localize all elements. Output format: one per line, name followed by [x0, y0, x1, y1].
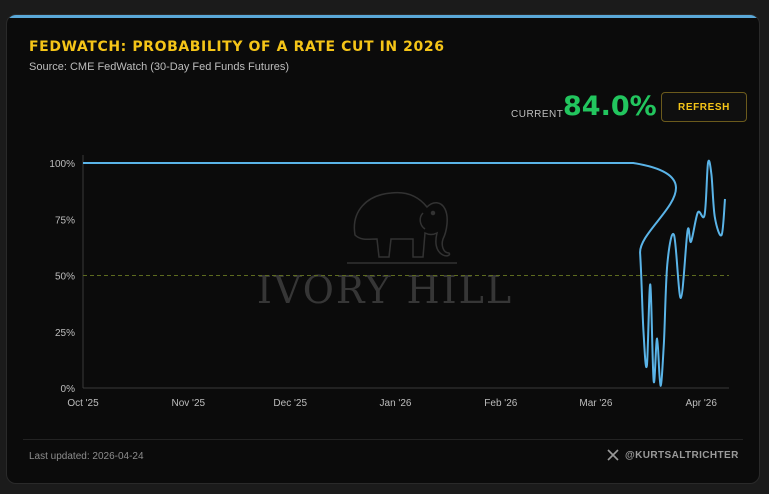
- social-handle: @KURTSALTRICHTER: [625, 449, 739, 461]
- current-label: CURRENT: [511, 109, 564, 120]
- y-tick-label: 100%: [49, 159, 75, 170]
- y-tick-label: 75%: [55, 215, 75, 226]
- x-tick-label: Nov '25: [172, 398, 206, 409]
- refresh-button[interactable]: REFRESH: [661, 92, 747, 122]
- social-handle-link[interactable]: @KURTSALTRICHTER: [607, 449, 739, 461]
- last-updated: Last updated: 2026-04-24: [29, 451, 144, 462]
- current-value: 84.0%: [563, 91, 657, 122]
- chart-title: FEDWATCH: PROBABILITY OF A RATE CUT IN 2…: [29, 39, 445, 55]
- y-tick-label: 0%: [61, 384, 76, 395]
- accent-bar: [7, 15, 759, 18]
- watermark: IVORY HILL: [257, 191, 513, 312]
- x-tick-label: Mar '26: [579, 398, 612, 409]
- watermark-text: IVORY HILL: [257, 268, 513, 312]
- elephant-icon: [347, 191, 457, 264]
- plot-area: 0% 25% 50% 75% 100% Oct '25 Nov '25 Dec '25 Jan …: [49, 155, 729, 409]
- footer-divider: [23, 439, 743, 440]
- series-line: [83, 159, 726, 387]
- x-tick-label: Jan '26: [380, 398, 412, 409]
- y-tick-label: 25%: [55, 328, 75, 339]
- x-tick-label: Oct '25: [67, 398, 99, 409]
- x-tick-label: Dec '25: [273, 398, 307, 409]
- x-tick-label: Feb '26: [484, 398, 517, 409]
- line-chart: IVORY HILL 0% 25% 50% 75% 100% Oct '25 Nov '25…: [49, 155, 729, 409]
- chart-card: FEDWATCH: PROBABILITY OF A RATE CUT IN 2…: [6, 14, 760, 484]
- x-tick-label: Apr '26: [686, 398, 718, 409]
- y-tick-label: 50%: [55, 272, 75, 283]
- chart-subtitle: Source: CME FedWatch (30-Day Fed Funds F…: [29, 61, 290, 73]
- x-logo-icon: [607, 449, 619, 461]
